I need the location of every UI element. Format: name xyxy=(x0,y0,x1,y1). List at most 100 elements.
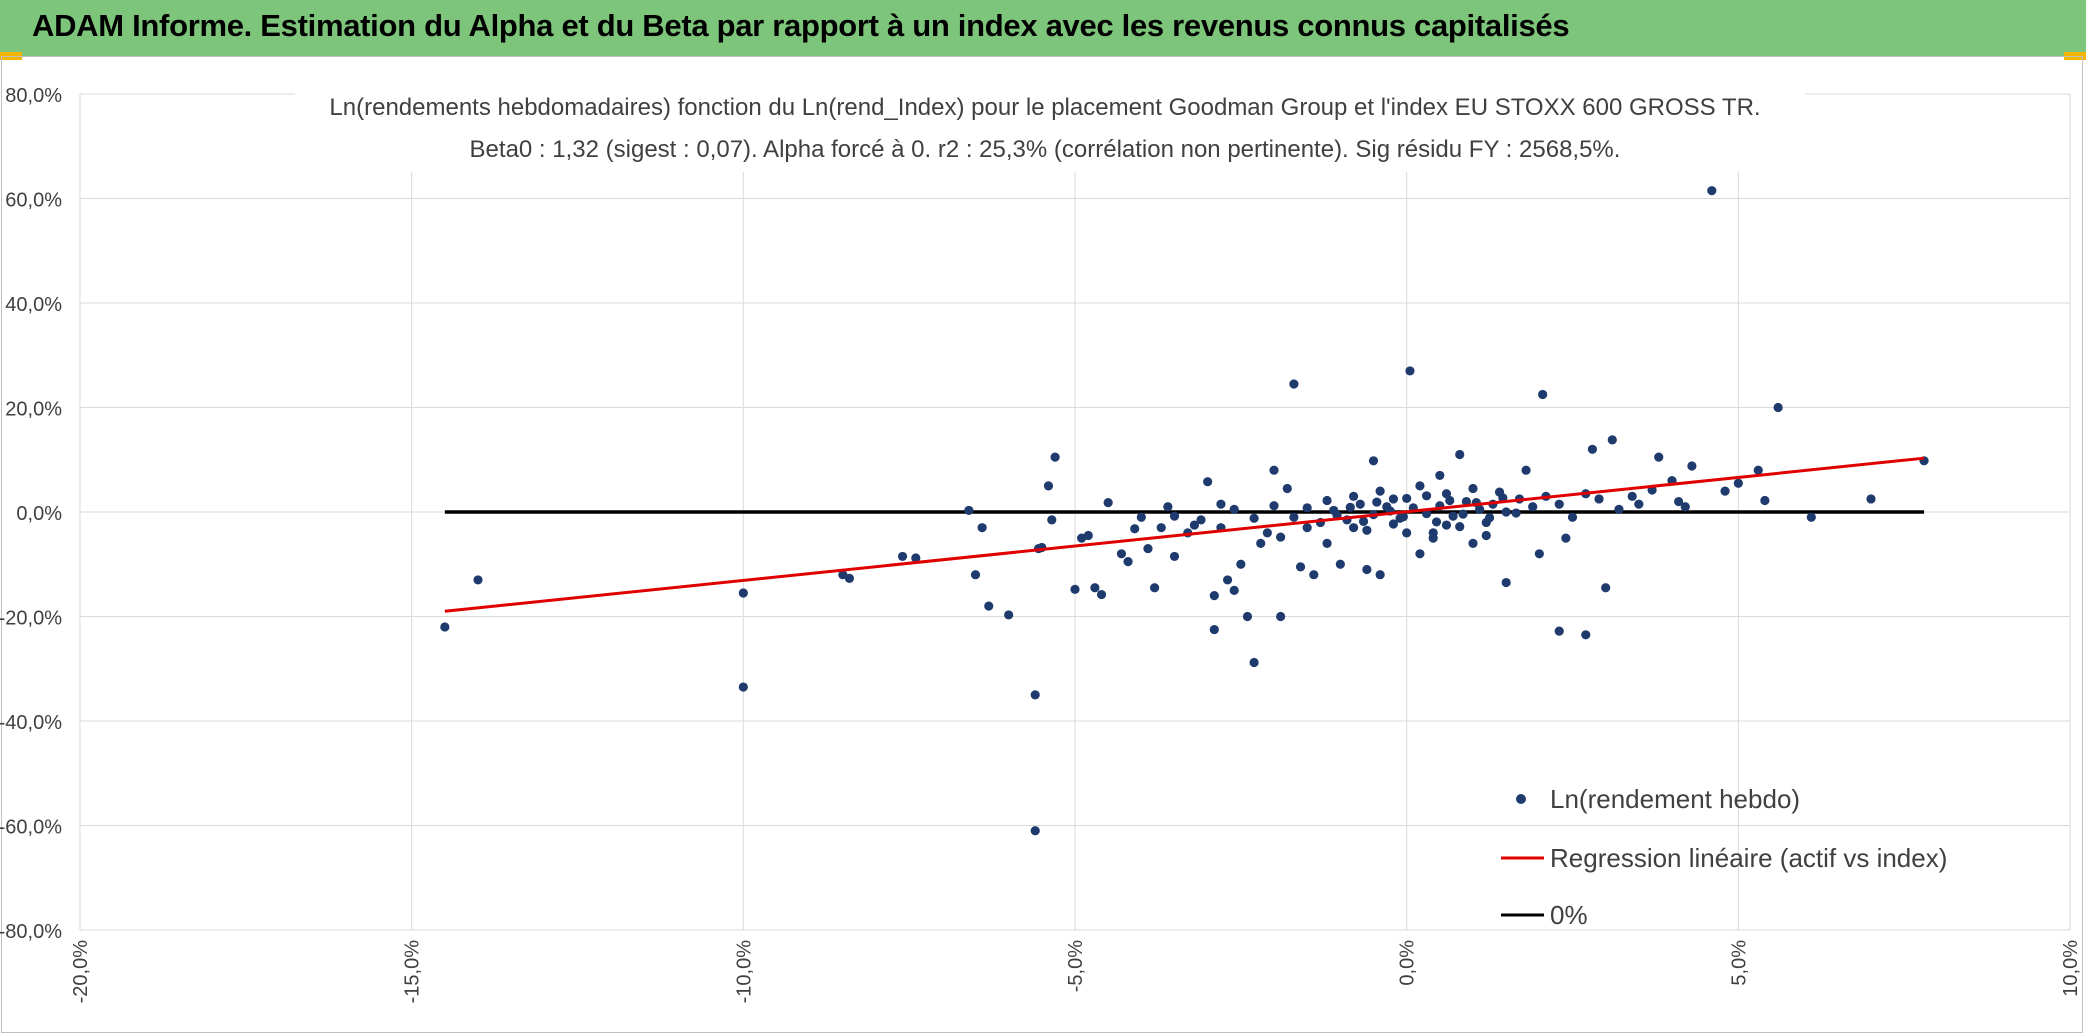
scatter-point-39 xyxy=(1222,575,1233,585)
scatter-point-113 xyxy=(1501,507,1511,517)
scatter-point-72 xyxy=(1561,533,1571,543)
x-tick-label-0: -20,0% xyxy=(70,940,92,1004)
scatter-point-52 xyxy=(1309,570,1319,580)
scatter-point-126 xyxy=(1441,489,1452,499)
scatter-point-23 xyxy=(1090,583,1100,593)
scatter-point-31 xyxy=(1156,523,1166,533)
scatter-point-42 xyxy=(1242,611,1253,622)
scatter-point-95 xyxy=(1249,513,1259,523)
scatter-point-76 xyxy=(1601,583,1611,593)
scatter-point-8 xyxy=(964,505,974,516)
title-background xyxy=(295,92,1805,172)
scatter-point-35 xyxy=(1203,477,1213,487)
x-tick-label-1: -15,0% xyxy=(402,940,424,1004)
scatter-point-46 xyxy=(1269,465,1279,475)
scatter-point-48 xyxy=(1282,483,1292,494)
x-tick-label-5: 5,0% xyxy=(1728,940,1750,986)
y-tick-label-4: 0,0% xyxy=(16,503,62,525)
scatter-point-28 xyxy=(1136,512,1146,522)
scatter-point-77 xyxy=(1607,435,1617,445)
scatter-point-51 xyxy=(1302,523,1312,533)
scatter-point-61 xyxy=(1415,549,1425,559)
scatter-point-22 xyxy=(1083,530,1093,541)
scatter-point-25 xyxy=(1103,497,1113,508)
scatter-point-55 xyxy=(1349,523,1359,533)
regression-series xyxy=(444,456,1925,613)
scatter-point-132 xyxy=(1428,533,1438,543)
scatter-point-58 xyxy=(1375,570,1385,580)
x-axis-ticks: -20,0% -15,0% -10,0% -5,0% 0,0% 5,0% 10,0% xyxy=(70,940,2082,1004)
legend-marker-scatter xyxy=(1516,794,1526,804)
legend-label-scatter: Ln(rendement hebdo) xyxy=(1550,784,1800,814)
scatter-point-5 xyxy=(844,573,855,583)
scatter-point-121 xyxy=(1614,504,1624,514)
scatter-point-75 xyxy=(1587,444,1597,454)
y-tick-label-7: -60,0% xyxy=(0,817,62,839)
scatter-point-118 xyxy=(1567,512,1578,522)
scatter-point-81 xyxy=(1680,502,1690,512)
x-tick-label-4: 0,0% xyxy=(1397,940,1419,986)
scatter-point-141 xyxy=(1388,519,1398,529)
scatter-point-88 xyxy=(1760,495,1770,506)
y-tick-label-8: -80,0% xyxy=(0,921,62,943)
scatter-point-60 xyxy=(1405,366,1415,376)
scatter-point-0 xyxy=(440,622,450,632)
scatter-point-74 xyxy=(1581,630,1591,640)
scatter-point-11 xyxy=(984,601,994,611)
scatter-point-150 xyxy=(1511,508,1521,518)
scatter-point-36 xyxy=(1209,624,1219,635)
y-tick-label-3: 20,0% xyxy=(5,399,62,421)
scatter-point-70 xyxy=(1534,549,1544,559)
scatter-point-115 xyxy=(1528,502,1538,512)
scatter-point-14 xyxy=(1030,826,1040,836)
scatter-point-73 xyxy=(1554,626,1564,636)
scatter-point-137 xyxy=(1130,524,1140,534)
scatter-point-6 xyxy=(897,551,908,562)
regression-line xyxy=(444,456,1925,613)
scatter-point-79 xyxy=(1654,452,1664,462)
scatter-point-145 xyxy=(1445,495,1455,506)
scatter-point-148 xyxy=(1484,513,1495,523)
scatter-point-30 xyxy=(1150,583,1160,593)
scatter-point-86 xyxy=(1753,465,1763,475)
scatter-series xyxy=(440,186,1929,836)
scatter-point-127 xyxy=(1468,483,1478,494)
scatter-point-131 xyxy=(1402,528,1412,538)
scatter-point-89 xyxy=(1806,512,1816,522)
scatter-point-96 xyxy=(1269,501,1279,511)
y-axis-ticks: 80,0% 60,0% 40,0% 20,0% 0,0% -20,0% -40,0% -60,… xyxy=(0,85,62,943)
scatter-point-45 xyxy=(1262,528,1272,538)
scatter-point-140 xyxy=(1674,496,1684,507)
x-tick-label-6: 10,0% xyxy=(2060,940,2082,997)
scatter-point-44 xyxy=(1256,538,1266,548)
scatter-point-92 xyxy=(1169,511,1180,521)
scatter-point-9 xyxy=(970,570,981,580)
x-tick-label-2: -10,0% xyxy=(733,940,755,1004)
scatter-point-1 xyxy=(473,575,483,585)
scatter-point-153 xyxy=(1358,516,1369,527)
scatter-point-64 xyxy=(1441,520,1452,530)
scatter-point-143 xyxy=(1421,491,1432,501)
scatter-point-49 xyxy=(1289,379,1299,389)
scatter-point-146 xyxy=(1458,509,1468,519)
scatter-point-84 xyxy=(1720,486,1730,496)
scatter-point-138 xyxy=(1276,532,1286,542)
legend: Ln(rendement hebdo) Regression linéaire … xyxy=(1501,784,1947,930)
scatter-point-111 xyxy=(1475,504,1485,514)
scatter-point-122 xyxy=(1627,491,1637,501)
scatter-point-26 xyxy=(1116,549,1127,559)
legend-label-regression: Regression linéaire (actif vs index) xyxy=(1550,843,1947,873)
scatter-point-130 xyxy=(1362,525,1372,535)
scatter-point-27 xyxy=(1123,557,1133,567)
scatter-point-71 xyxy=(1538,389,1548,400)
scatter-point-3 xyxy=(738,588,748,598)
scatter-point-135 xyxy=(1216,499,1226,509)
scatter-point-53 xyxy=(1322,538,1332,548)
scatter-point-56 xyxy=(1362,564,1372,575)
scatter-point-117 xyxy=(1554,499,1564,509)
scatter-point-65 xyxy=(1455,449,1465,460)
scatter-point-68 xyxy=(1501,577,1511,588)
scatter-point-12 xyxy=(1004,610,1014,620)
scatter-point-24 xyxy=(1096,589,1107,600)
scatter-point-85 xyxy=(1733,478,1743,488)
